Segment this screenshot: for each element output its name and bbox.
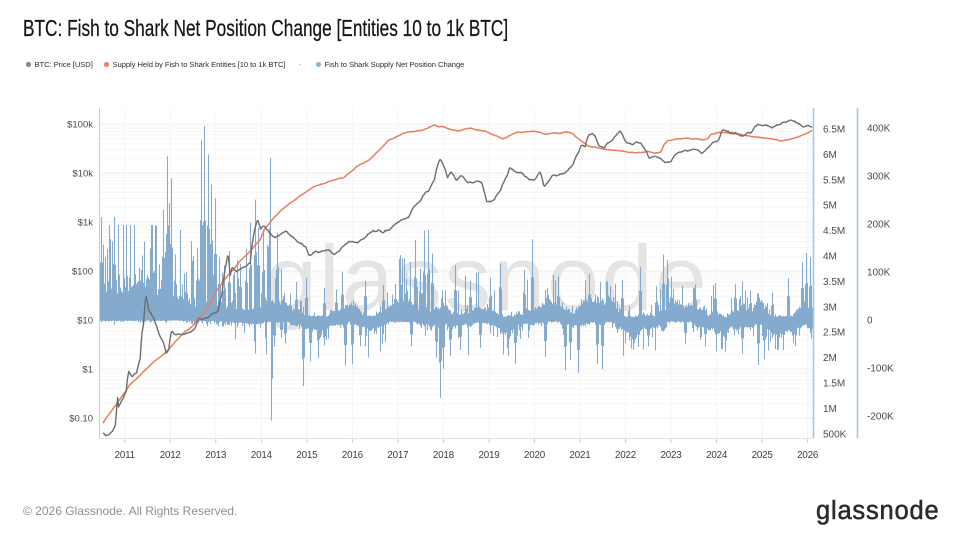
svg-text:2020: 2020 (524, 450, 546, 461)
svg-text:$1k: $1k (78, 217, 94, 228)
svg-text:2026: 2026 (797, 450, 819, 461)
svg-text:2018: 2018 (433, 450, 455, 461)
svg-text:5.5M: 5.5M (823, 175, 845, 186)
svg-text:$100: $100 (72, 266, 93, 277)
svg-text:1M: 1M (823, 404, 837, 415)
svg-text:4.5M: 4.5M (823, 226, 845, 237)
svg-text:2021: 2021 (570, 450, 591, 461)
svg-text:5M: 5M (823, 201, 837, 212)
svg-text:2022: 2022 (615, 450, 636, 461)
svg-text:2023: 2023 (661, 450, 683, 461)
svg-text:2014: 2014 (251, 450, 273, 461)
svg-text:3.5M: 3.5M (823, 277, 845, 288)
svg-text:2016: 2016 (342, 450, 364, 461)
svg-text:$10: $10 (77, 315, 93, 326)
svg-text:200K: 200K (867, 220, 891, 231)
svg-text:$100k: $100k (67, 119, 93, 130)
svg-text:6.5M: 6.5M (823, 125, 845, 136)
svg-text:-100K: -100K (867, 364, 894, 375)
svg-text:300K: 300K (867, 172, 891, 183)
svg-text:6M: 6M (823, 150, 837, 161)
svg-text:4M: 4M (823, 252, 837, 263)
svg-text:$10k: $10k (72, 168, 93, 179)
svg-text:2013: 2013 (205, 450, 227, 461)
svg-text:0: 0 (867, 316, 873, 327)
svg-text:1.5M: 1.5M (823, 379, 845, 390)
svg-text:100K: 100K (867, 268, 891, 279)
svg-text:2012: 2012 (160, 450, 181, 461)
svg-text:2025: 2025 (752, 450, 774, 461)
svg-text:2019: 2019 (479, 450, 500, 461)
svg-text:2011: 2011 (115, 450, 135, 461)
svg-text:2015: 2015 (296, 450, 318, 461)
svg-text:2017: 2017 (387, 450, 408, 461)
svg-text:2.5M: 2.5M (823, 328, 845, 339)
svg-text:2024: 2024 (706, 450, 728, 461)
svg-text:$1: $1 (82, 364, 93, 375)
svg-text:500K: 500K (823, 429, 847, 440)
svg-text:400K: 400K (867, 124, 891, 135)
svg-text:3M: 3M (823, 302, 837, 313)
svg-text:-200K: -200K (867, 412, 894, 423)
svg-text:$0.10: $0.10 (69, 413, 93, 424)
svg-text:2M: 2M (823, 353, 837, 364)
